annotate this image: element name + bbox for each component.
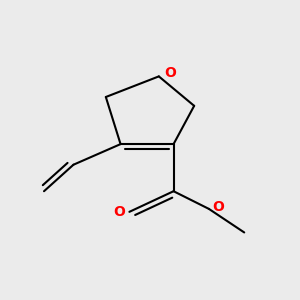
Text: O: O [212,200,224,214]
Text: O: O [113,205,125,219]
Text: O: O [165,66,176,80]
